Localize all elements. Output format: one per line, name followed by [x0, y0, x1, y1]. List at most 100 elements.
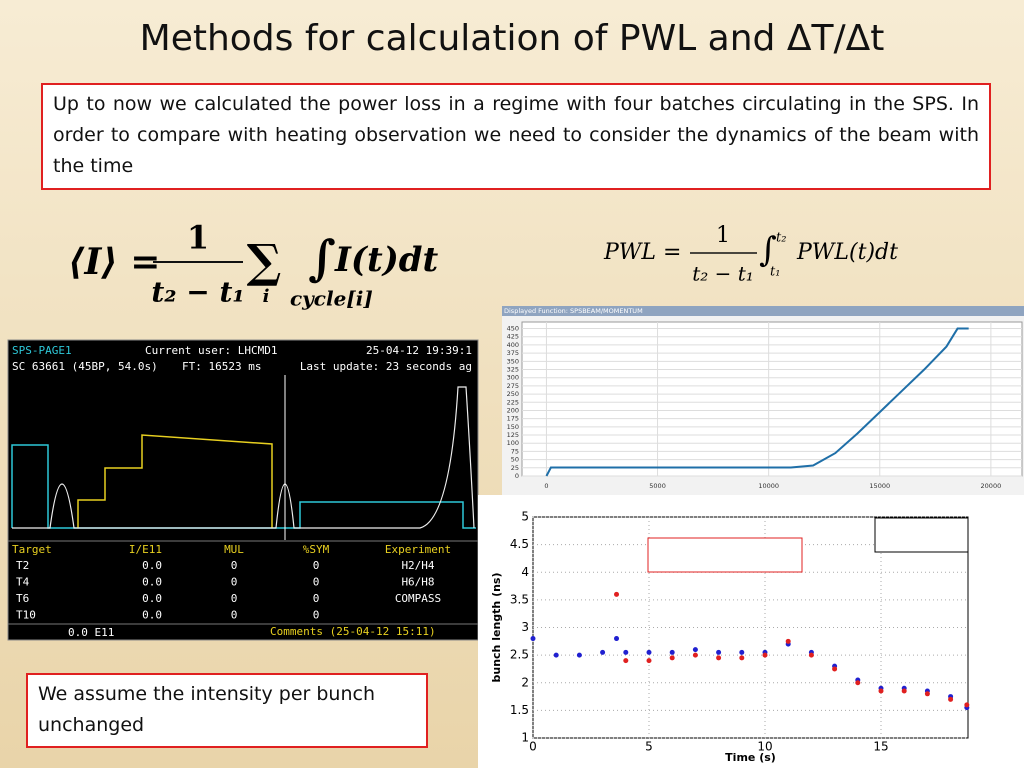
data-point — [646, 649, 652, 655]
screen-cell: 0 — [231, 576, 238, 589]
data-point — [832, 666, 838, 672]
data-point — [948, 696, 954, 702]
legend-box — [874, 517, 969, 553]
screen-cell: 0.0 — [142, 576, 162, 589]
data-point — [716, 655, 722, 661]
y-tick-label: 425 — [507, 333, 519, 341]
data-point — [964, 702, 970, 708]
eq-domain: cycle[i] — [290, 287, 373, 311]
screen-cell: 0 — [231, 559, 238, 572]
screen-column: I/E11 — [129, 543, 162, 556]
data-point — [669, 655, 675, 661]
screen-cell: H6/H8 — [401, 576, 434, 589]
x-tick-label: 10000 — [758, 482, 779, 490]
data-point — [692, 647, 698, 653]
data-point — [623, 649, 629, 655]
screen-column: Target — [12, 543, 52, 556]
x-tick-label: 15 — [873, 740, 888, 754]
screen-cell: 0 — [231, 592, 238, 605]
screen-column: MUL — [224, 543, 244, 556]
screen-cell: 0 — [313, 576, 320, 589]
momentum-line — [545, 327, 969, 477]
screen-cell: T10 — [16, 609, 36, 622]
y-tick-label: 50 — [511, 456, 519, 464]
screen-cell: T6 — [16, 592, 29, 605]
eq-numerator: 1 — [187, 219, 209, 257]
data-point — [739, 655, 745, 661]
data-point — [646, 658, 652, 664]
slide-title: Methods for calculation of PWL and ΔT/Δt — [139, 18, 885, 59]
x-tick-label: 0 — [529, 740, 537, 754]
screen-cell: 0 — [313, 609, 320, 622]
y-tick-label: 5 — [521, 510, 529, 524]
y-tick-label: 0 — [515, 472, 519, 480]
data-point — [669, 649, 675, 655]
screen-cell: 0.0 — [142, 559, 162, 572]
data-point — [785, 638, 791, 644]
data-point — [739, 649, 745, 655]
y-tick-label: 4 — [521, 565, 529, 579]
eq-integrand: I(t)dt — [334, 240, 439, 280]
y-tick-label: 75 — [511, 447, 519, 455]
screen-subheader: SC 63661 (45BP, 54.0s) — [12, 360, 158, 373]
y-tick-label: 4.5 — [510, 537, 529, 551]
y-tick-label: 2.5 — [510, 648, 529, 662]
y-tick-label: 450 — [507, 325, 519, 333]
eq-integrand: PWL(t)dt — [796, 240, 898, 265]
x-tick-label: 5000 — [649, 482, 666, 490]
data-point — [623, 658, 629, 664]
screen-cell: H2/H4 — [401, 559, 434, 572]
y-tick-label: 3 — [521, 620, 529, 634]
screen-header: 25-04-12 19:39:1 — [366, 344, 472, 357]
screen-header: SPS-PAGE1 — [12, 344, 72, 357]
eq-sum-index: i — [263, 286, 270, 307]
y-tick-label: 3.5 — [510, 592, 529, 606]
data-point — [901, 688, 907, 694]
y-tick-label: 250 — [507, 390, 519, 398]
x-tick-label: 10 — [757, 740, 772, 754]
screen-footer: 0.0 E11 — [68, 626, 114, 639]
x-tick-label: 5 — [645, 740, 653, 754]
y-tick-label: 400 — [507, 341, 519, 349]
y-tick-label: 225 — [507, 398, 519, 406]
screen-cell: 0.0 — [142, 609, 162, 622]
equation-2: PWL = 1 t₂ − t₁ ∫ t₂ t₁ PWL(t)dt — [603, 223, 898, 286]
eq-upper: t₂ — [776, 231, 786, 246]
screen-column: Experiment — [385, 543, 451, 556]
y-tick-label: 25 — [511, 464, 519, 472]
data-point — [855, 680, 861, 686]
trace-yellow — [77, 434, 273, 528]
eq-denominator: t₂ − t₁ — [692, 262, 754, 286]
data-point — [878, 688, 884, 694]
screen-cell: 0.0 — [142, 592, 162, 605]
y-tick-label: 375 — [507, 349, 519, 357]
screen-cell: 0 — [313, 592, 320, 605]
data-point — [716, 649, 722, 655]
y-tick-label: 125 — [507, 431, 519, 439]
intro-box: Up to now we calculated the power loss i… — [41, 83, 991, 190]
y-tick-label: 100 — [507, 439, 519, 447]
y-tick-label: 325 — [507, 366, 519, 374]
data-point — [762, 652, 768, 658]
y-axis-label: bunch length (ns) — [490, 572, 503, 682]
eq-lhs: ⟨I⟩ = — [68, 241, 160, 283]
data-point — [614, 591, 620, 597]
data-point — [530, 636, 536, 642]
screen-header: Current user: LHCMD1 — [145, 344, 277, 357]
data-point — [600, 649, 606, 655]
eq-lower: t₁ — [770, 265, 780, 280]
data-point — [692, 652, 698, 658]
note-box: We assume the intensity per bunch unchan… — [26, 673, 428, 748]
y-tick-label: 350 — [507, 357, 519, 365]
chart-title: Displayed Function: SPSBEAM/MOMENTUM — [504, 307, 643, 315]
screen-cell: COMPASS — [395, 592, 441, 605]
y-tick-label: 175 — [507, 415, 519, 423]
x-tick-label: 20000 — [981, 482, 1002, 490]
y-tick-label: 275 — [507, 382, 519, 390]
y-tick-label: 150 — [507, 423, 519, 431]
x-axis-label: Time (s) — [725, 751, 776, 764]
data-point — [576, 652, 582, 658]
data-point — [924, 691, 930, 697]
